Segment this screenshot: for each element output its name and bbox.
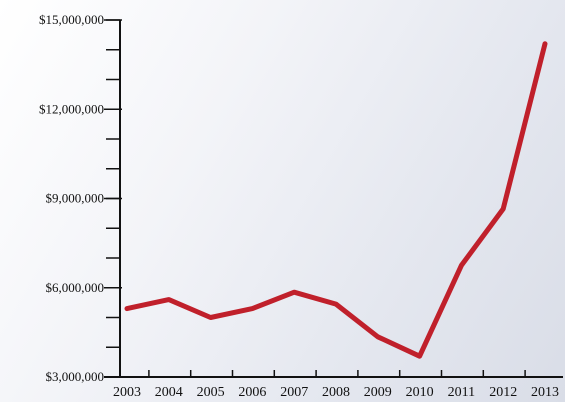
series-group: [124, 41, 548, 359]
x-tick-label: 2012: [489, 385, 517, 400]
y-tick-label: $9,000,000: [46, 191, 105, 206]
x-tick-label: 2010: [406, 385, 434, 400]
x-tick-label: 2011: [448, 385, 475, 400]
x-tick-label: 2006: [238, 385, 266, 400]
x-tick-label: 2004: [155, 385, 183, 400]
y-tick-label: $6,000,000: [46, 280, 105, 295]
y-tick-label: $15,000,000: [39, 12, 104, 27]
x-axis: 2003 2004 2005 2006 2007 2008 2009 2010 2011 2012…: [104, 370, 563, 400]
y-tick-label: $12,000,000: [39, 101, 104, 116]
x-tick-label: 2007: [280, 385, 308, 400]
y-axis: $3,000,000 $6,000,000 $9,000,000 $12,000,00…: [39, 12, 122, 384]
x-tick-label: 2008: [322, 385, 350, 400]
x-tick-label: 2005: [197, 385, 225, 400]
x-tick-label: 2003: [113, 385, 141, 400]
x-tick-label: 2013: [531, 385, 559, 400]
x-tick-label: 2009: [364, 385, 392, 400]
series-line: [124, 41, 548, 359]
y-tick-label: $3,000,000: [46, 369, 105, 384]
